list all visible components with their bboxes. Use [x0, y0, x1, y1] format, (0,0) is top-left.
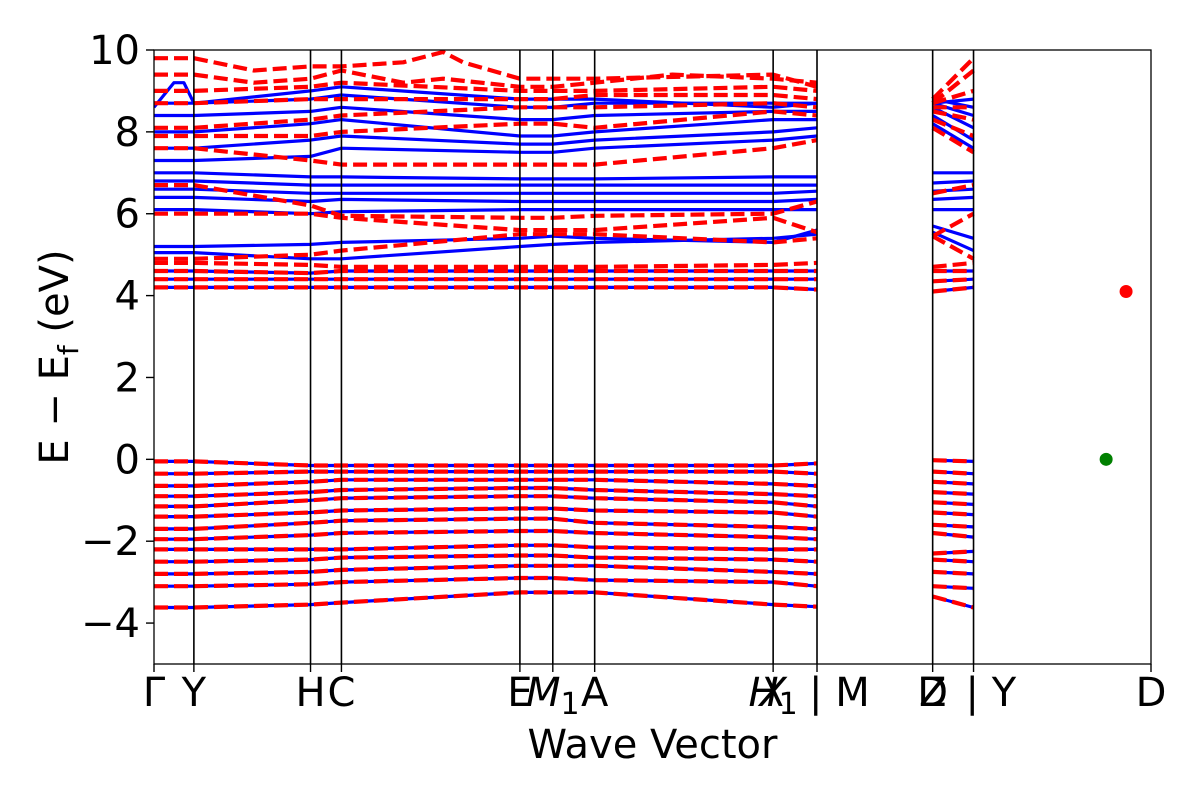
y-tick-label: −4 [81, 601, 140, 647]
band-line [154, 234, 1151, 259]
x-axis-title: Wave Vector [528, 722, 779, 768]
band-line [154, 592, 1151, 607]
y-tick-label: 8 [115, 110, 140, 156]
band-line [154, 171, 1151, 179]
plot-frame [153, 49, 1152, 665]
extremum-marker [1119, 285, 1133, 299]
x-kpoint-label: A [581, 670, 609, 716]
x-kpoint-label: C [327, 670, 355, 716]
x-kpoint-label: Γ [143, 670, 166, 716]
x-kpoint-label: | Y [966, 670, 1017, 716]
x-kpoint-label: Z [919, 670, 946, 716]
x-kpoint-label: E [507, 670, 532, 716]
y-axis-title: E − Ef (eV) [32, 249, 85, 464]
high-symmetry-lines [193, 50, 975, 664]
x-kpoint-label: Y [181, 670, 207, 716]
x-kpoint-label: D [1136, 670, 1167, 716]
y-tick-label: 4 [115, 274, 140, 320]
band-line [154, 111, 1151, 148]
bands-layer [154, 52, 1151, 608]
y-axis-title-unit: (eV) [32, 249, 78, 345]
y-tick-label: 0 [115, 437, 140, 483]
y-axis-title-main: E − E [32, 355, 78, 465]
x-kpoint-label: H1 [749, 670, 798, 722]
band-line [154, 496, 1151, 506]
x-kpoint-label: M1 [526, 670, 580, 722]
x-kpoint-label: H [295, 670, 325, 716]
y-tick-label: 10 [89, 28, 140, 74]
y-axis: −4 −2 0 2 4 6 8 10 [81, 28, 154, 647]
y-tick-label: 6 [115, 192, 140, 238]
y-tick-label: 2 [115, 355, 140, 401]
band-line [154, 103, 1151, 119]
y-tick-label: −2 [81, 519, 140, 565]
extremum-marker [1099, 452, 1113, 466]
x-kpoint-label: D [917, 670, 948, 716]
band-line [154, 263, 1151, 267]
x-kpoint-label: | M [809, 670, 870, 716]
x-kpoint-label: X [757, 670, 788, 716]
y-axis-title-subscript: f [52, 344, 85, 355]
